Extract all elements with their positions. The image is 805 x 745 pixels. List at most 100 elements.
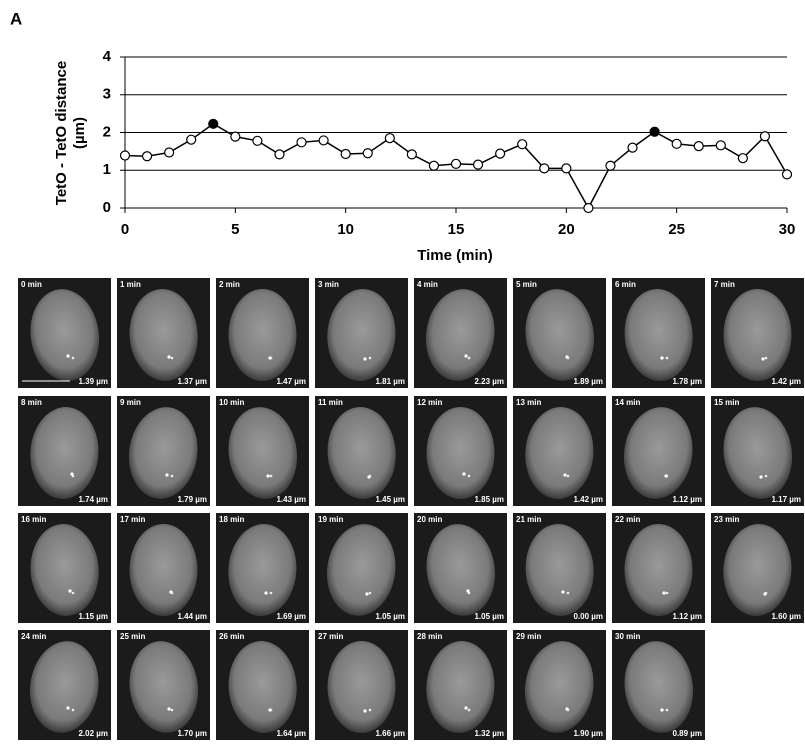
spot xyxy=(764,591,768,595)
frame-distance: 1.70 µm xyxy=(177,729,207,738)
x-tick-label: 30 xyxy=(779,221,796,238)
frame-distance: 1.89 µm xyxy=(573,377,603,386)
x-tick-label: 20 xyxy=(558,221,575,238)
micrograph-panel: 16 min 1.15 µm xyxy=(18,513,111,623)
micrograph-panel: 11 min 1.45 µm xyxy=(315,396,408,506)
spot xyxy=(165,473,169,477)
frame-time: 15 min xyxy=(714,398,739,407)
data-point xyxy=(119,150,131,161)
micrograph-panel: 20 min 1.05 µm xyxy=(414,513,507,623)
spot xyxy=(368,708,372,712)
spot xyxy=(665,708,669,712)
frame-distance: 1.39 µm xyxy=(78,377,108,386)
frame-time: 11 min xyxy=(318,398,343,407)
frame-distance: 2.02 µm xyxy=(78,729,108,738)
micrograph-panel: 19 min 1.05 µm xyxy=(315,513,408,623)
data-point xyxy=(583,202,594,214)
frame-distance: 1.47 µm xyxy=(276,377,306,386)
nucleus xyxy=(30,407,99,499)
data-point xyxy=(649,126,660,137)
spot xyxy=(665,591,669,595)
x-tick-label: 0 xyxy=(121,221,129,238)
frame-time: 20 min xyxy=(417,515,442,524)
micrograph-panel: 6 min 1.78 µm xyxy=(612,278,705,388)
micrograph-panel: 0 min 1.39 µm xyxy=(18,278,111,388)
data-point xyxy=(252,135,263,146)
frame-distance: 1.79 µm xyxy=(177,495,207,504)
micrograph-panel: 7 min 1.42 µm xyxy=(711,278,804,388)
micrograph-panel: 3 min 1.81 µm xyxy=(315,278,408,388)
nucleus xyxy=(228,407,298,499)
frame-time: 24 min xyxy=(21,632,46,641)
frame-time: 1 min xyxy=(120,280,141,289)
data-point xyxy=(781,169,793,180)
nucleus xyxy=(624,641,694,733)
frame-distance: 1.66 µm xyxy=(375,729,405,738)
data-point xyxy=(318,135,329,146)
spot xyxy=(665,474,669,478)
spot xyxy=(566,474,570,478)
frame-distance: 1.37 µm xyxy=(177,377,207,386)
spot xyxy=(665,356,669,360)
nucleus xyxy=(524,641,594,733)
frame-time: 28 min xyxy=(417,632,442,641)
frame-time: 25 min xyxy=(120,632,145,641)
nucleus xyxy=(327,289,396,381)
spot xyxy=(269,591,273,595)
frame-distance: 1.05 µm xyxy=(375,612,405,621)
nucleus xyxy=(326,524,396,616)
nucleus xyxy=(327,641,396,733)
spot xyxy=(170,708,174,712)
nucleus xyxy=(525,524,594,616)
micrograph-panel: 21 min 0.00 µm xyxy=(513,513,606,623)
spot xyxy=(365,592,369,596)
frame-time: 27 min xyxy=(318,632,343,641)
frame-distance: 1.85 µm xyxy=(474,495,504,504)
frame-time: 19 min xyxy=(318,515,343,524)
spot xyxy=(71,356,75,360)
data-point xyxy=(693,140,704,152)
data-point xyxy=(384,133,395,144)
frame-distance: 1.42 µm xyxy=(573,495,603,504)
micrograph-panel: 8 min 1.74 µm xyxy=(18,396,111,506)
frame-time: 5 min xyxy=(516,280,537,289)
frame-time: 21 min xyxy=(516,515,541,524)
nucleus xyxy=(30,524,99,616)
x-tick-label: 25 xyxy=(668,221,685,238)
spot xyxy=(170,591,174,595)
spot xyxy=(561,590,565,594)
spot xyxy=(266,474,270,478)
spot xyxy=(764,356,768,360)
frame-distance: 1.78 µm xyxy=(672,377,702,386)
spot xyxy=(368,474,372,478)
data-point xyxy=(208,118,219,129)
frame-time: 13 min xyxy=(516,398,541,407)
spot xyxy=(170,356,174,360)
data-point xyxy=(759,131,771,142)
nucleus xyxy=(29,641,99,733)
frame-time: 16 min xyxy=(21,515,46,524)
x-tick-label: 5 xyxy=(231,221,239,238)
data-point xyxy=(230,131,241,142)
frame-distance: 1.69 µm xyxy=(276,612,306,621)
spot xyxy=(167,355,171,359)
spot xyxy=(467,591,471,595)
y-tick-label: 1 xyxy=(103,161,111,178)
spot xyxy=(764,474,768,478)
nucleus xyxy=(228,289,297,381)
nucleus xyxy=(426,641,495,733)
micrograph-panel: 27 min 1.66 µm xyxy=(315,630,408,740)
spot xyxy=(269,474,273,478)
frame-time: 4 min xyxy=(417,280,438,289)
data-point xyxy=(450,158,462,169)
micrograph-panel: 30 min 0.89 µm xyxy=(612,630,705,740)
micrograph-panel: 2 min 1.47 µm xyxy=(216,278,309,388)
data-point xyxy=(340,148,351,160)
data-point xyxy=(274,149,285,160)
nucleus xyxy=(525,407,594,499)
nucleus xyxy=(30,289,100,381)
frame-distance: 1.44 µm xyxy=(177,612,207,621)
spot xyxy=(269,708,273,712)
spot xyxy=(368,356,372,360)
